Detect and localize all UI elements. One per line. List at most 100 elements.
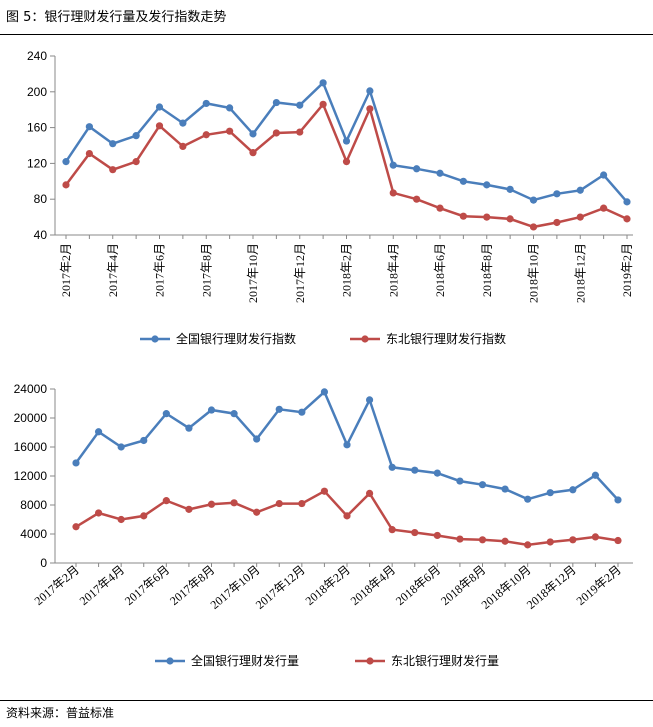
data-point [298, 499, 306, 508]
data-point [501, 485, 509, 493]
data-point [296, 101, 304, 109]
data-point [483, 213, 491, 221]
data-point [623, 215, 631, 223]
x-tick-label: 2019年2月 [574, 563, 624, 608]
data-point [343, 441, 351, 449]
data-point [483, 181, 491, 189]
data-point [591, 471, 600, 479]
data-point [320, 487, 329, 495]
data-point [140, 436, 148, 445]
x-tick-label: 2018年4月 [386, 243, 400, 297]
y-tick-label: 120 [27, 156, 47, 170]
x-tick-label: 2017年4月 [106, 243, 120, 297]
data-point [546, 538, 554, 546]
data-point [132, 132, 140, 140]
data-point [202, 99, 210, 108]
data-point [569, 536, 577, 544]
x-tick-label: 2017年6月 [153, 243, 167, 297]
data-point [185, 505, 193, 513]
data-point [433, 469, 441, 477]
y-tick-label: 20000 [14, 411, 48, 425]
x-tick-label: 2018年2月 [340, 243, 354, 297]
y-tick-label: 8000 [20, 498, 47, 512]
data-point [553, 218, 561, 227]
series-line [64, 101, 628, 229]
bottom-rule [0, 700, 653, 701]
data-point [62, 181, 70, 189]
data-point [524, 541, 532, 549]
y-tick-label: 24000 [14, 382, 48, 396]
legend-label: 全国银行理财发行量 [191, 653, 299, 668]
data-point [553, 190, 561, 198]
data-point [272, 98, 280, 107]
legend-swatch-marker [151, 335, 159, 343]
data-point [72, 523, 80, 531]
x-tick-label: 2017年2月 [32, 563, 82, 608]
x-tick-label: 2018年12月 [573, 243, 587, 303]
data-point [296, 128, 304, 136]
data-point [436, 169, 444, 177]
y-tick-label: 240 [27, 49, 47, 63]
x-tick-label: 2018年10月 [527, 243, 541, 303]
top-rule [0, 34, 653, 35]
y-tick-label: 160 [27, 121, 47, 135]
data-point [614, 496, 622, 504]
data-point [94, 428, 103, 436]
data-point [249, 130, 257, 138]
y-tick-label: 4000 [20, 527, 47, 541]
data-point [179, 119, 187, 127]
data-point [366, 105, 374, 113]
y-tick-label: 200 [27, 85, 47, 99]
data-point [109, 166, 117, 174]
data-point [389, 161, 397, 169]
data-point [132, 158, 140, 166]
data-point [389, 189, 397, 197]
x-tick-label: 2017年4月 [77, 563, 127, 608]
x-tick-label: 2018年2月 [303, 563, 353, 608]
x-tick-label: 2017年6月 [122, 563, 172, 608]
data-point [456, 535, 464, 543]
data-point [253, 508, 261, 516]
x-tick-label: 2017年8月 [199, 243, 213, 297]
data-point [433, 531, 441, 540]
data-point [275, 405, 283, 413]
data-point [207, 406, 216, 414]
x-tick-label: 2019年2月 [620, 243, 634, 297]
y-tick-label: 12000 [14, 469, 48, 483]
data-point [529, 223, 538, 231]
data-point [179, 142, 187, 150]
chart-2: 040008000120001600020000240002017年2月2017… [14, 382, 633, 668]
data-point [413, 195, 421, 203]
data-point [388, 463, 396, 471]
data-point [569, 486, 577, 494]
x-tick-label: 2018年8月 [480, 243, 494, 297]
data-point [272, 129, 280, 137]
data-point [576, 186, 584, 194]
data-point [162, 410, 170, 418]
x-tick-label: 2018年6月 [433, 243, 447, 297]
data-point [319, 100, 327, 108]
data-point [501, 537, 509, 545]
data-point [459, 212, 467, 220]
data-point [320, 388, 329, 396]
legend-swatch-marker [166, 657, 174, 665]
data-point [600, 204, 608, 212]
data-point [524, 495, 532, 503]
data-point [207, 500, 216, 508]
data-point [411, 466, 419, 474]
data-point [459, 177, 467, 185]
data-point [506, 185, 514, 193]
data-point [576, 213, 584, 221]
x-tick-label: 2017年12月 [293, 243, 307, 303]
x-tick-label: 2017年10月 [246, 243, 260, 303]
y-tick-label: 80 [34, 192, 48, 206]
legend-label: 东北银行理财发行指数 [386, 331, 506, 346]
data-point [343, 512, 351, 520]
data-point [298, 408, 306, 416]
data-point [342, 137, 351, 145]
data-point [365, 489, 374, 497]
legend-label: 东北银行理财发行量 [391, 653, 499, 668]
x-tick-label: 2018年4月 [348, 563, 398, 608]
data-point [72, 459, 80, 467]
data-point [275, 499, 283, 508]
